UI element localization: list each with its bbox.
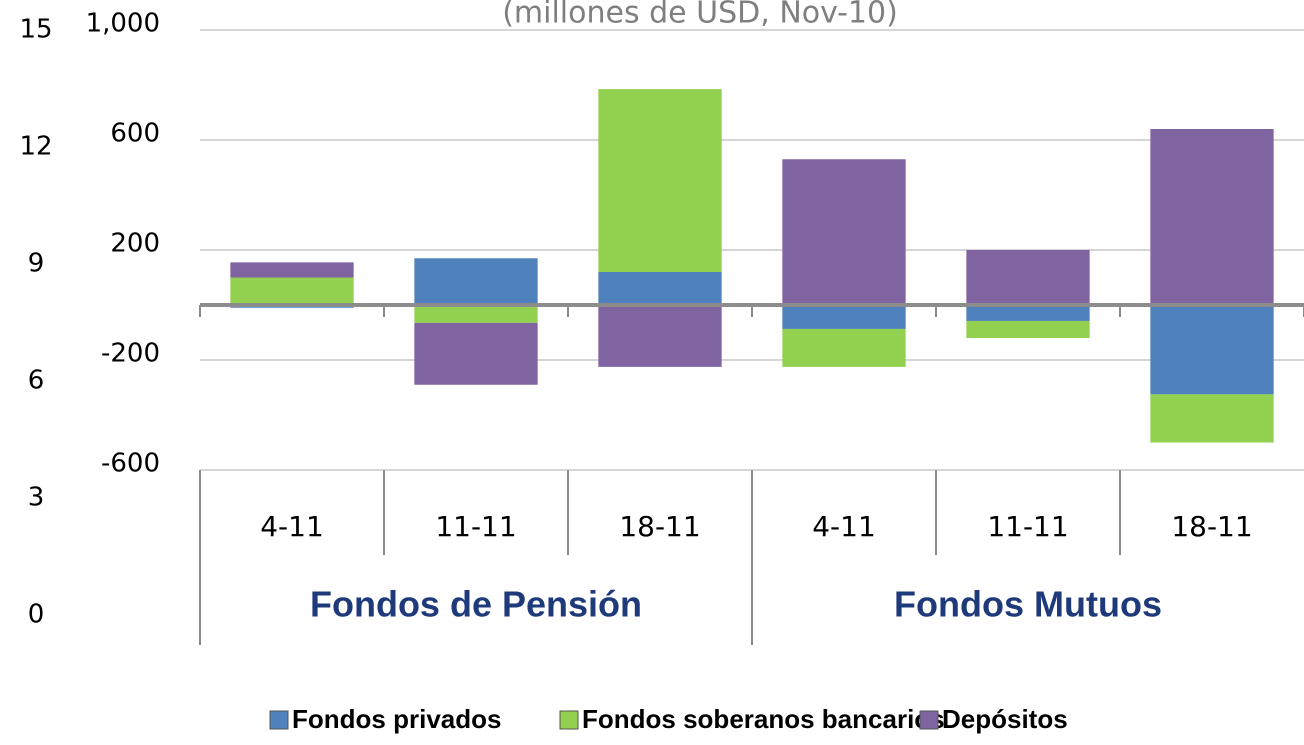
legend-label: Fondos privados (292, 704, 501, 734)
y-tick-label: -600 (101, 449, 160, 479)
bar (782, 305, 906, 329)
bar (598, 89, 722, 272)
y-tick-label: -200 (101, 339, 160, 369)
bar (230, 262, 354, 278)
bar (1150, 129, 1274, 305)
bar (414, 322, 538, 385)
bar (230, 277, 354, 305)
x-tick-label: 4-11 (812, 510, 876, 543)
legend-swatch (559, 710, 579, 730)
y2-tick-label: 15 (19, 15, 52, 45)
y2-tick-label: 6 (28, 366, 45, 396)
bar (782, 328, 906, 367)
bar (414, 305, 538, 323)
bar (598, 272, 722, 305)
bar (782, 159, 906, 305)
bar (966, 320, 1090, 338)
x-tick-label: 4-11 (260, 510, 324, 543)
bar (966, 250, 1090, 305)
legend-label: Depósitos (942, 704, 1068, 734)
bar (1150, 305, 1274, 395)
y2-tick-label: 12 (19, 132, 52, 162)
x-tick-label: 18-11 (1171, 510, 1252, 543)
y-tick-label: 1,000 (86, 9, 160, 39)
x-tick-label: 18-11 (619, 510, 700, 543)
legend-label: Fondos soberanos bancarios (582, 704, 945, 734)
y2-tick-label: 9 (28, 249, 45, 279)
x-tick-label: 11-11 (987, 510, 1068, 543)
chart-subtitle: (millones de USD, Nov-10) (502, 0, 898, 31)
group-label: Fondos Mutuos (894, 584, 1162, 625)
y2-tick-label: 3 (28, 483, 45, 513)
bar (966, 305, 1090, 321)
bar (1150, 394, 1274, 443)
y-tick-label: 600 (110, 119, 160, 149)
legend-swatch (269, 710, 289, 730)
y-tick-label: 200 (110, 229, 160, 259)
legend-swatch (919, 710, 939, 730)
x-tick-label: 11-11 (435, 510, 516, 543)
bar (414, 258, 538, 305)
group-label: Fondos de Pensión (310, 584, 642, 625)
bar (598, 305, 722, 367)
y2-tick-label: 0 (28, 600, 45, 630)
